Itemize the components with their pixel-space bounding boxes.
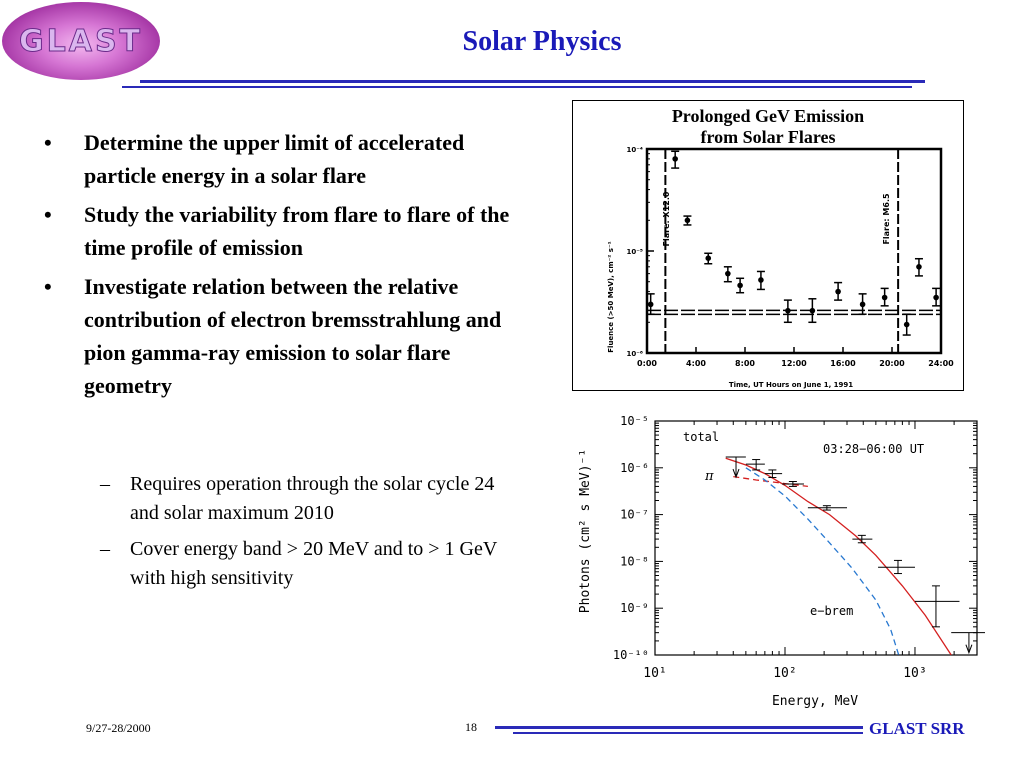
spectrum-chart: Photons (cm² s MeV)⁻¹ Energy, MeV total … (578, 414, 985, 709)
spectrum-figure: Photons (cm² s MeV)⁻¹ Energy, MeV total … (565, 403, 985, 718)
page-number: 18 (465, 720, 477, 734)
ebrem-label: e−brem (810, 604, 853, 618)
x-tick-label: 10¹ (643, 666, 666, 681)
data-point (933, 294, 939, 301)
sub-bullet-item: – Cover energy band > 20 MeV and to > 1 … (100, 535, 510, 593)
x-tick-label: 16:00 (830, 359, 856, 368)
title-rule (140, 80, 925, 83)
upper-limit-arrowhead (732, 468, 740, 479)
title-rule-secondary (122, 86, 912, 88)
glast-logo: GLAST (2, 2, 160, 80)
y-tick-label: 10⁻⁶ (620, 461, 649, 475)
sub-bullet-text: Requires operation through the solar cyc… (130, 473, 495, 524)
data-point (916, 264, 922, 270)
bullet-item: • Study the variability from flare to fl… (44, 198, 524, 264)
bullet-text: Investigate relation between the relativ… (84, 274, 502, 398)
sub-bullet-dash: – (100, 538, 110, 560)
plot-frame (654, 420, 978, 656)
logo-text: GLAST (18, 23, 144, 59)
plot-frame (645, 147, 943, 355)
data-point (647, 301, 654, 308)
ebrem-curve (745, 467, 900, 656)
x-tick-label: 8:00 (735, 359, 755, 368)
light-curve-figure: Prolonged GeV Emission from Solar Flares… (572, 100, 964, 391)
total-curve (725, 457, 952, 656)
data-point (737, 282, 743, 289)
data-point (785, 307, 791, 314)
data-point (684, 217, 691, 224)
x-tick-label: 0:00 (637, 359, 657, 368)
bullet-dot: • (44, 202, 52, 227)
sub-bullet-dash: – (100, 473, 110, 495)
y-tick-label: 10⁻⁷ (620, 508, 649, 522)
footer-label: GLAST SRR (869, 719, 965, 738)
figure-title-line1: Prolonged GeV Emission (671, 106, 865, 126)
sub-bullet-list: – Requires operation through the solar c… (100, 470, 510, 600)
light-curve-chart: Fluence (>50 MeV), cm⁻² s⁻¹ Time, UT Hou… (607, 146, 954, 389)
bullet-dot: • (44, 274, 52, 299)
time-label: 03:28−06:00 UT (823, 442, 924, 456)
x-tick-label: 20:00 (879, 359, 905, 368)
flare-label: Flare: M6.5 (882, 193, 891, 245)
footer-date: 9/27-28/2000 (86, 721, 151, 735)
x-axis-label: Energy, MeV (772, 694, 858, 709)
y-tick-label: 10⁻⁵ (626, 248, 643, 256)
y-axis-label: Fluence (>50 MeV), cm⁻² s⁻¹ (607, 241, 615, 352)
y-tick-label: 10⁻⁶ (626, 350, 643, 358)
sub-bullet-text: Cover energy band > 20 MeV and to > 1 Ge… (130, 538, 497, 589)
slide-title: Solar Physics (462, 26, 622, 57)
bullet-text: Study the variability from flare to flar… (84, 202, 510, 260)
data-point (859, 301, 866, 308)
bullet-item: • Determine the upper limit of accelerat… (44, 126, 524, 192)
data-point (835, 288, 841, 295)
y-tick-label: 10⁻¹⁰ (613, 648, 649, 662)
total-label: total (683, 430, 719, 444)
y-tick-label: 10⁻⁴ (626, 146, 643, 154)
flare-label: Flare: X12.0 (662, 191, 671, 246)
data-point (809, 307, 816, 314)
pion-label: π (704, 469, 714, 484)
x-axis-label: Time, UT Hours on June 1, 1991 (729, 381, 853, 389)
sub-bullet-item: – Requires operation through the solar c… (100, 470, 510, 528)
data-point (758, 277, 764, 283)
data-point (881, 294, 888, 301)
y-tick-label: 10⁻⁹ (620, 601, 649, 615)
figure-title: Prolonged GeV Emission from Solar Flares (573, 106, 963, 148)
data-point (672, 156, 678, 162)
bullet-dot: • (44, 130, 52, 155)
y-tick-label: 10⁻⁸ (620, 554, 649, 568)
x-tick-label: 24:00 (928, 359, 954, 368)
data-point (903, 321, 910, 328)
bullet-list: • Determine the upper limit of accelerat… (44, 126, 524, 408)
y-axis-label: Photons (cm² s MeV)⁻¹ (578, 449, 593, 613)
x-tick-label: 10³ (903, 666, 926, 681)
upper-limit-arrowhead (965, 644, 973, 655)
pion-curve (733, 475, 808, 488)
data-point (705, 255, 712, 261)
figure-title-line2: from Solar Flares (700, 127, 836, 147)
x-tick-label: 12:00 (781, 359, 807, 368)
footer-rule (495, 726, 863, 729)
bullet-text: Determine the upper limit of accelerated… (84, 130, 465, 188)
footer-rule-secondary (513, 732, 863, 734)
data-point (725, 270, 731, 277)
x-tick-label: 4:00 (686, 359, 706, 368)
x-tick-label: 10² (773, 666, 796, 681)
y-tick-label: 10⁻⁵ (620, 414, 649, 428)
bullet-item: • Investigate relation between the relat… (44, 270, 524, 402)
